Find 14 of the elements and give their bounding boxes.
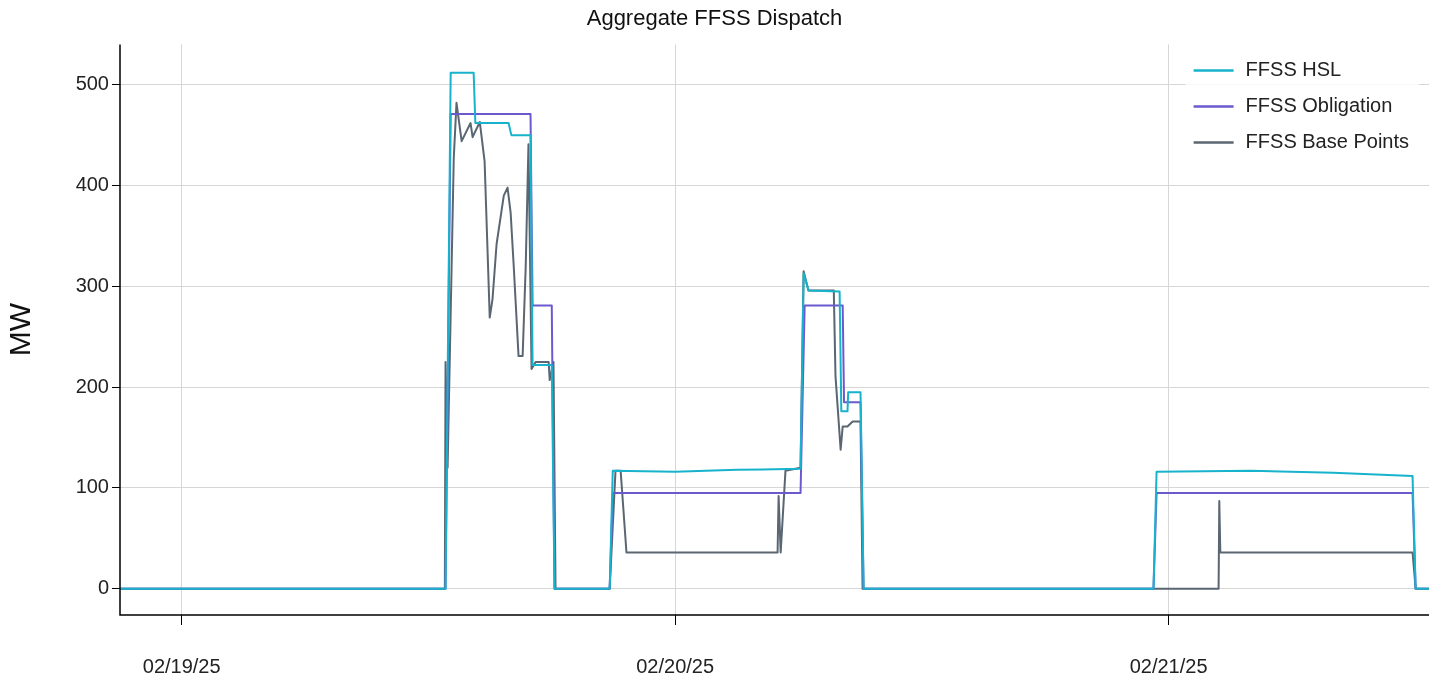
- y-axis-title: MW: [3, 302, 37, 357]
- chart-title: Aggregate FFSS Dispatch: [586, 5, 843, 31]
- legend-label: FFSS Obligation: [1245, 93, 1393, 116]
- y-tick-label: 500: [75, 72, 109, 95]
- x-tick-label: 02/19/25: [142, 654, 221, 677]
- x-tick-label: 02/20/25: [636, 654, 715, 677]
- y-tick-label: 0: [97, 576, 109, 599]
- y-tick-label: 200: [75, 374, 109, 397]
- y-tick-label: 400: [75, 173, 109, 196]
- legend-label: FFSS HSL: [1245, 57, 1342, 80]
- x-tick-label: 02/21/25: [1129, 654, 1208, 677]
- y-tick-label: 100: [75, 475, 109, 498]
- y-tick-label: 300: [75, 273, 109, 296]
- legend-label: FFSS Base Points: [1245, 129, 1410, 152]
